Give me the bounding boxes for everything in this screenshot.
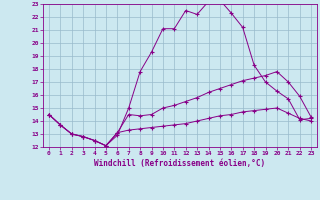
X-axis label: Windchill (Refroidissement éolien,°C): Windchill (Refroidissement éolien,°C) [94, 159, 266, 168]
